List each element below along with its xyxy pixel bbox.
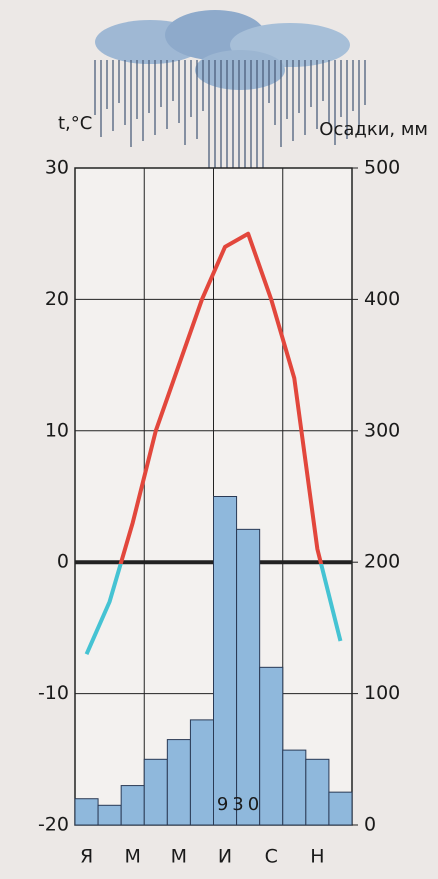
- cloud-illustration: [94, 10, 366, 239]
- y-tick-label: -10: [38, 682, 69, 704]
- precipitation-bar: [328, 791, 353, 826]
- x-tick-label: С: [265, 846, 278, 868]
- y-axis-label: t,°C: [58, 113, 92, 134]
- precipitation-bar: [74, 798, 99, 826]
- x-tick-label: Н: [310, 846, 324, 868]
- y-tick-label: 0: [57, 551, 69, 573]
- precipitation-bar: [213, 496, 238, 826]
- precipitation-bar: [120, 785, 145, 826]
- precipitation-bar: [166, 739, 191, 826]
- y2-tick-label: 500: [364, 157, 400, 179]
- y-tick-label: 30: [45, 157, 69, 179]
- x-tick-label: М: [171, 846, 187, 868]
- y2-tick-label: 100: [364, 682, 400, 704]
- precipitation-bar: [143, 758, 168, 826]
- y2-tick-label: 200: [364, 551, 400, 573]
- x-tick-label: И: [218, 846, 232, 868]
- y-tick-label: 20: [45, 288, 69, 310]
- precipitation-bar: [305, 758, 330, 826]
- x-tick-label: Я: [80, 846, 93, 868]
- y2-tick-label: 300: [364, 419, 400, 441]
- y2-axis-label: Осадки, мм: [319, 119, 428, 140]
- y2-tick-label: 400: [364, 288, 400, 310]
- precipitation-bar: [282, 749, 307, 826]
- annual-total: 930: [217, 794, 263, 815]
- x-tick-label: М: [125, 846, 141, 868]
- precipitation-bar: [259, 666, 284, 826]
- y-tick-label: -20: [38, 814, 69, 836]
- precipitation-bar: [236, 528, 261, 826]
- y2-tick-label: 0: [364, 814, 376, 836]
- precipitation-bar: [97, 804, 122, 826]
- precipitation-bar: [189, 719, 215, 826]
- y-tick-label: 10: [45, 419, 69, 441]
- temperature-line-above-zero: [118, 231, 324, 564]
